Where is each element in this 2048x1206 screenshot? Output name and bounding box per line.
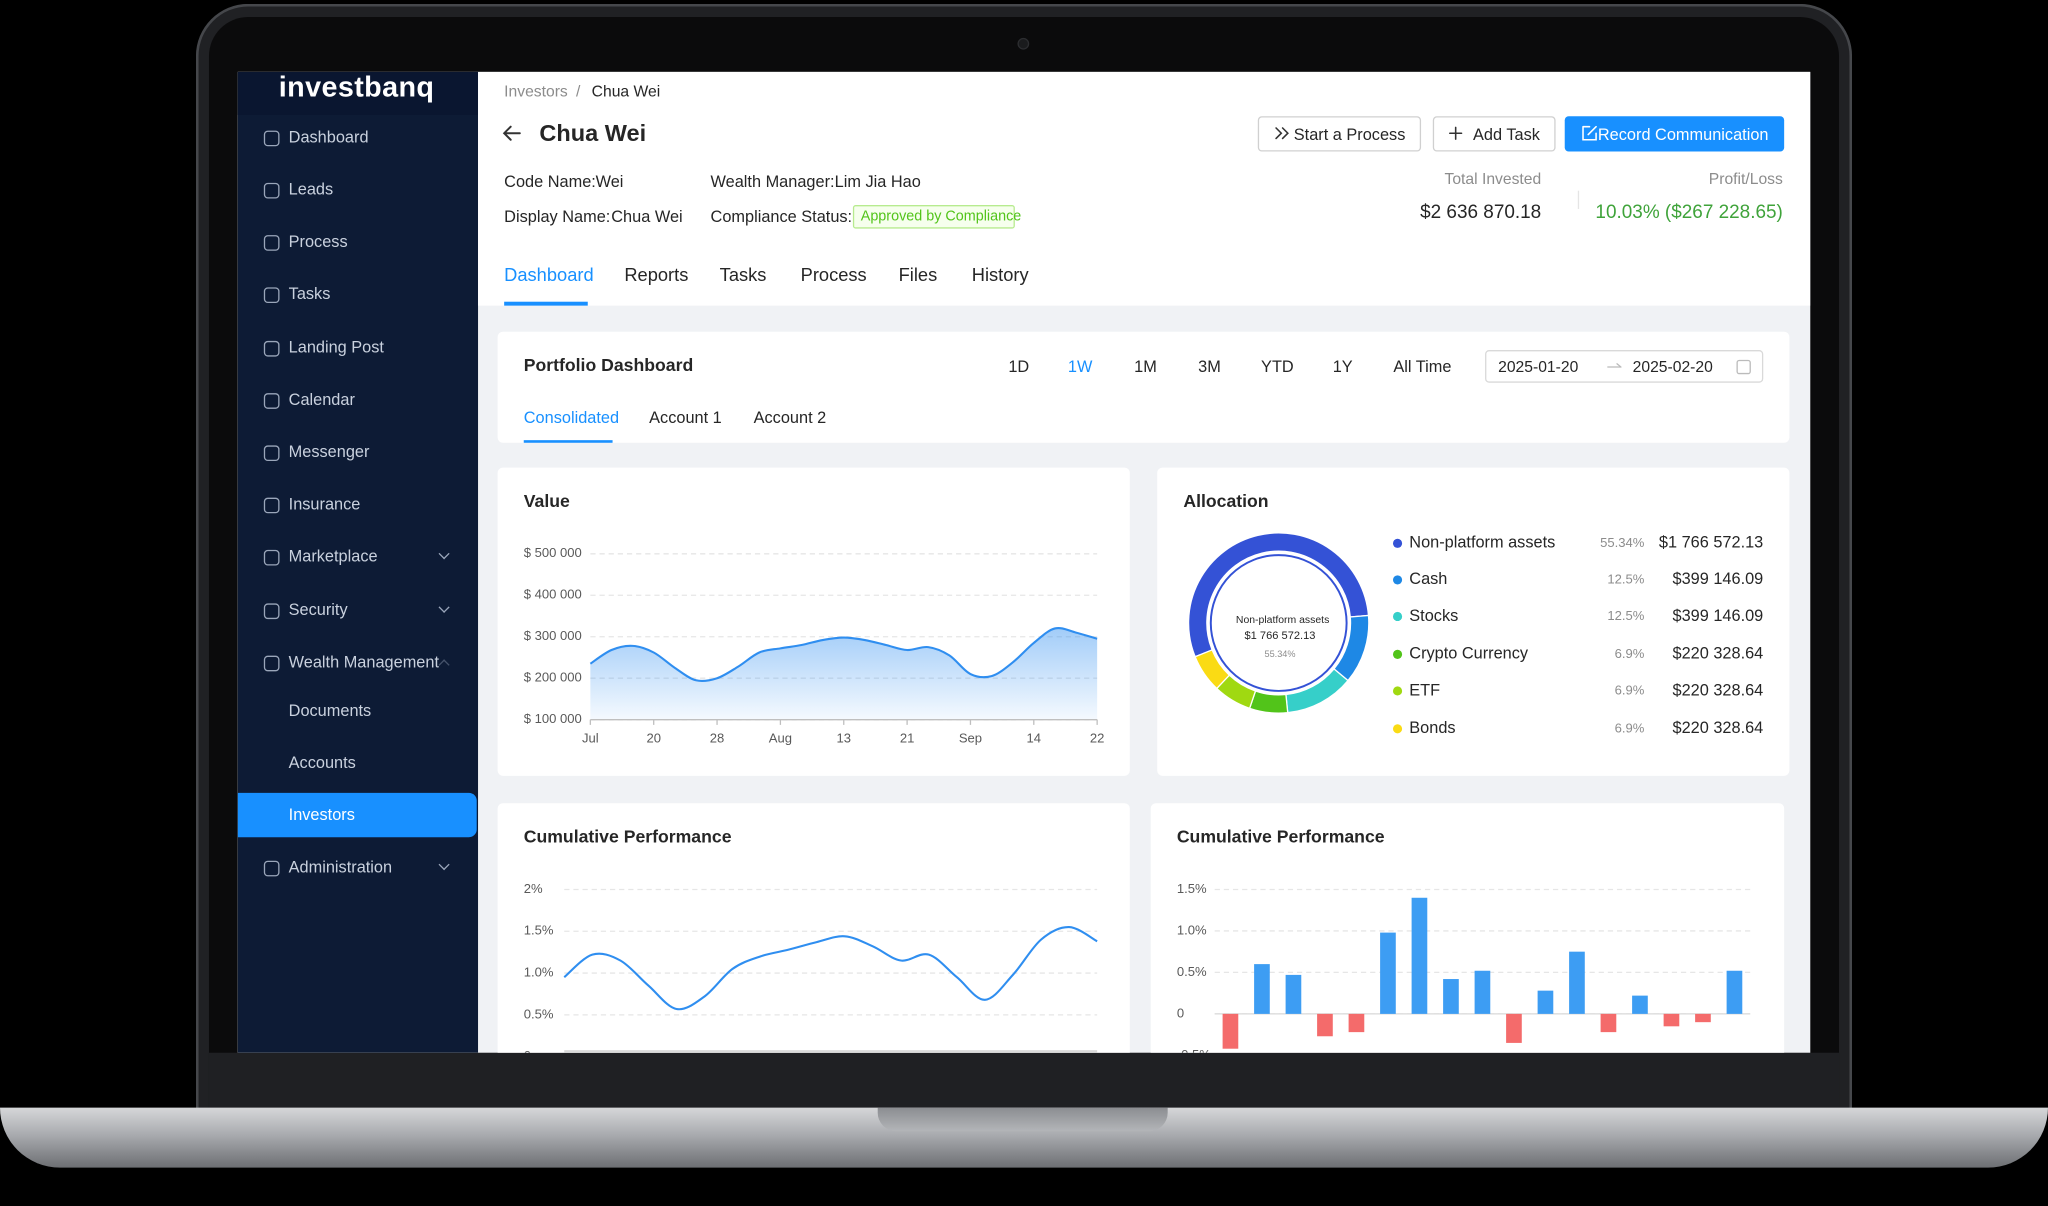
- range-option[interactable]: 1D: [1008, 357, 1030, 377]
- field-label: Wealth Manager:: [710, 172, 835, 191]
- date-from: 2025-01-20: [1498, 357, 1579, 377]
- menu-item[interactable]: Insurance: [288, 495, 361, 514]
- tab[interactable]: History: [971, 263, 1029, 285]
- menu-item[interactable]: Process: [288, 232, 348, 251]
- bezel-bottom: [208, 1052, 1840, 1109]
- date-to: 2025-02-20: [1632, 357, 1713, 377]
- chart-title: Cumulative Performance: [1176, 826, 1385, 847]
- field-value: Wei: [595, 172, 624, 191]
- button[interactable]: [1564, 116, 1785, 152]
- tab[interactable]: Files: [898, 263, 938, 285]
- button-label[interactable]: Record Communication: [1597, 124, 1769, 144]
- breadcrumb-link[interactable]: Investors: [504, 82, 568, 101]
- date-range-picker[interactable]: [1485, 350, 1764, 383]
- menu-item[interactable]: Investors: [288, 805, 355, 825]
- summary-label: Profit/Loss: [1708, 169, 1783, 189]
- menu-item[interactable]: Administration: [288, 858, 393, 877]
- account-underline: [523, 440, 613, 443]
- tab-underline: [504, 301, 588, 305]
- field-label: Code Name:: [504, 172, 596, 191]
- menu-item[interactable]: Calendar: [288, 390, 355, 409]
- chart-card: [497, 467, 1130, 776]
- menu-icon: [263, 655, 280, 671]
- summary-divider: [1577, 190, 1580, 209]
- button-label[interactable]: Start a Process: [1293, 124, 1406, 144]
- range-option[interactable]: 3M: [1198, 357, 1221, 377]
- field-label: Display Name:: [504, 207, 611, 226]
- chart-title: Allocation: [1183, 491, 1269, 511]
- menu-highlight: [237, 792, 477, 838]
- range-option[interactable]: All Time: [1393, 357, 1452, 377]
- menu-icon: [263, 549, 280, 565]
- menu-icon: [263, 392, 280, 409]
- summary-value: $2 636 870.18: [1420, 202, 1542, 224]
- summary-value: 10.03% ($267 228.65): [1595, 202, 1783, 224]
- menu-icon: [263, 340, 280, 356]
- menu-item[interactable]: Tasks: [288, 284, 331, 304]
- field-label: Compliance Status:: [710, 207, 853, 226]
- menu-item[interactable]: Wealth Management: [288, 653, 440, 672]
- menu-item[interactable]: Messenger: [288, 442, 370, 462]
- summary-label: Total Invested: [1444, 169, 1542, 189]
- camera: [1017, 37, 1030, 50]
- range-option[interactable]: 1W: [1067, 357, 1093, 377]
- base-notch: [877, 1107, 1168, 1132]
- tab[interactable]: Process: [800, 263, 867, 285]
- tab[interactable]: Reports: [624, 263, 689, 285]
- account-tab[interactable]: Account 2: [753, 408, 827, 428]
- button-label[interactable]: Add Task: [1473, 124, 1540, 144]
- menu-icon: [263, 860, 280, 876]
- page-title: Chua Wei: [539, 120, 647, 147]
- range-option[interactable]: 1M: [1134, 357, 1157, 377]
- menu-item[interactable]: Security: [288, 600, 348, 620]
- menu-item[interactable]: Documents: [288, 701, 372, 720]
- chart-title: Cumulative Performance: [523, 826, 732, 847]
- card-title: Portfolio Dashboard: [523, 355, 694, 375]
- field-value: Chua Wei: [611, 207, 683, 226]
- menu-icon: [263, 182, 280, 198]
- menu-icon: [263, 496, 280, 513]
- menu-item[interactable]: Dashboard: [288, 127, 369, 147]
- menu-icon: [263, 129, 280, 146]
- range-option[interactable]: YTD: [1261, 357, 1294, 377]
- button[interactable]: [1432, 116, 1556, 152]
- range-option[interactable]: 1Y: [1332, 357, 1353, 377]
- field-value: Lim Jia Hao: [834, 172, 921, 191]
- menu-icon: [263, 602, 280, 619]
- menu-icon: [263, 286, 280, 303]
- chart-title: Value: [523, 491, 570, 511]
- menu-icon: [263, 444, 280, 461]
- menu-item[interactable]: Marketplace: [288, 547, 378, 566]
- menu-icon: [263, 234, 280, 251]
- menu-item[interactable]: Leads: [288, 180, 334, 199]
- button[interactable]: [1257, 116, 1422, 152]
- menu-item[interactable]: Landing Post: [288, 338, 384, 357]
- breadcrumb-separator: /: [575, 82, 581, 101]
- status-text: Approved by Compliance: [860, 208, 1022, 225]
- tab[interactable]: Tasks: [719, 263, 767, 285]
- logo-bar: [237, 71, 479, 115]
- account-tab[interactable]: Consolidated: [523, 408, 620, 428]
- account-tab[interactable]: Account 1: [649, 408, 722, 428]
- header: [478, 71, 1811, 306]
- menu-item[interactable]: Accounts: [288, 753, 356, 772]
- app: investbanq Dashboard Leads Process Tasks Land…: [237, 71, 1811, 1053]
- tab[interactable]: Dashboard: [504, 263, 594, 285]
- logo: investbanq: [278, 71, 435, 104]
- breadcrumb-current: Chua Wei: [591, 82, 661, 101]
- status-badge: [852, 205, 1015, 229]
- screen: investbanq Dashboard Leads Process Tasks Land…: [237, 71, 1811, 1053]
